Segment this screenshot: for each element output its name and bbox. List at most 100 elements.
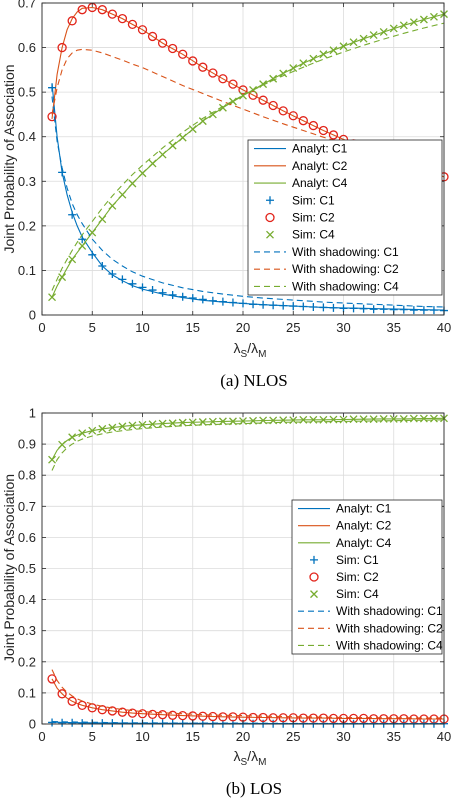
x-tick-label: 25: [286, 729, 300, 744]
x-tick-label: 30: [336, 320, 350, 335]
legend-label: With shadowing: C1: [292, 245, 399, 259]
y-axis-label: Joint Probability of Association: [1, 64, 17, 253]
y-tick-label: 0.4: [18, 592, 36, 607]
data-point: [118, 422, 127, 431]
data-point: [289, 64, 298, 73]
data-point: [359, 304, 368, 313]
legend-label: Analyt: C4: [336, 536, 392, 550]
data-point: [379, 714, 389, 724]
data-point: [127, 708, 138, 718]
data-point: [348, 713, 359, 724]
data-point: [339, 304, 348, 313]
series-analyt-c2: [51, 678, 444, 720]
legend-label: Analyt: C4: [292, 176, 348, 190]
data-point: [339, 42, 348, 51]
x-tick-label: 15: [186, 729, 200, 744]
data-point: [319, 50, 328, 59]
x-tick-label: 0: [38, 729, 45, 744]
data-point: [148, 420, 157, 429]
x-tick-label: 15: [186, 320, 200, 335]
x-tick-label: 20: [236, 320, 250, 335]
x-tick-label: 35: [387, 320, 401, 335]
y-tick-label: 0.5: [18, 561, 36, 576]
data-point: [78, 719, 87, 728]
x-tick-label: 20: [236, 729, 250, 744]
data-point: [178, 292, 187, 301]
y-tick-label: 0.3: [18, 623, 36, 638]
data-point: [258, 712, 268, 723]
data-point: [208, 711, 218, 722]
data-point: [67, 16, 77, 26]
legend-label: With shadowing: C1: [336, 604, 443, 618]
data-point: [349, 38, 358, 47]
series-sim-c1: [48, 83, 448, 315]
data-point: [167, 710, 178, 720]
legend-label: With shadowing: C4: [336, 638, 443, 652]
y-tick-label: 0.7: [18, 0, 36, 11]
data-point: [148, 159, 157, 168]
y-tick-label: 0.7: [18, 499, 36, 514]
data-point: [389, 414, 398, 423]
legend-marker: [266, 230, 274, 239]
data-point: [309, 302, 318, 311]
data-point: [379, 305, 388, 314]
legend-marker: [266, 196, 274, 205]
data-point: [178, 418, 187, 427]
series-line: [51, 720, 444, 724]
data-point: [128, 179, 137, 188]
data-point: [279, 69, 288, 78]
data-point: [48, 718, 57, 727]
x-axis-label-part: M: [258, 349, 266, 360]
data-point: [228, 298, 237, 307]
data-point: [218, 712, 228, 722]
data-point: [58, 718, 67, 727]
data-point: [77, 5, 87, 15]
data-point: [137, 25, 148, 35]
data-point: [328, 130, 339, 140]
data-point: [178, 133, 187, 142]
x-tick-label: 35: [387, 729, 401, 744]
y-tick-label: 0.8: [18, 468, 36, 483]
x-axis-label: λS/λM: [234, 340, 267, 360]
data-point: [368, 714, 379, 724]
series-line: [51, 96, 445, 308]
legend-label: With shadowing: C2: [292, 262, 399, 276]
data-point: [238, 85, 248, 95]
series-with-shadowing-c1: [51, 96, 445, 308]
data-point: [97, 705, 107, 715]
x-tick-label: 40: [437, 729, 451, 744]
data-point: [118, 719, 127, 728]
data-point: [158, 150, 167, 159]
data-point: [198, 711, 208, 721]
data-point: [188, 125, 197, 134]
data-point: [249, 300, 258, 309]
data-point: [269, 301, 278, 310]
data-point: [98, 719, 107, 728]
data-point: [67, 696, 77, 706]
chart-panel-b: 0 5 10 15 20 25 30 35 40 0 0.1 0.2 0.3 0.4 0.5 0.6 0.7 0.…: [1, 406, 451, 799]
data-point: [248, 90, 258, 100]
data-point: [419, 306, 428, 315]
data-point: [68, 718, 77, 727]
data-point: [369, 415, 378, 424]
data-point: [128, 421, 137, 430]
data-point: [158, 288, 167, 297]
data-point: [329, 46, 338, 55]
data-point: [78, 429, 87, 438]
legend-marker: [310, 590, 318, 599]
legend-label: Sim: C4: [336, 587, 379, 601]
x-axis-label-part: λ: [234, 340, 241, 356]
data-point: [68, 433, 77, 442]
legend-marker: [265, 212, 275, 223]
data-point: [138, 283, 147, 292]
data-point: [108, 269, 117, 278]
data-point: [279, 301, 288, 310]
data-point: [399, 305, 408, 314]
data-point: [198, 62, 208, 72]
data-point: [419, 15, 428, 24]
legend-label: Sim: C2: [336, 570, 379, 584]
data-point: [117, 13, 128, 24]
data-point: [399, 714, 409, 724]
data-point: [198, 295, 207, 304]
